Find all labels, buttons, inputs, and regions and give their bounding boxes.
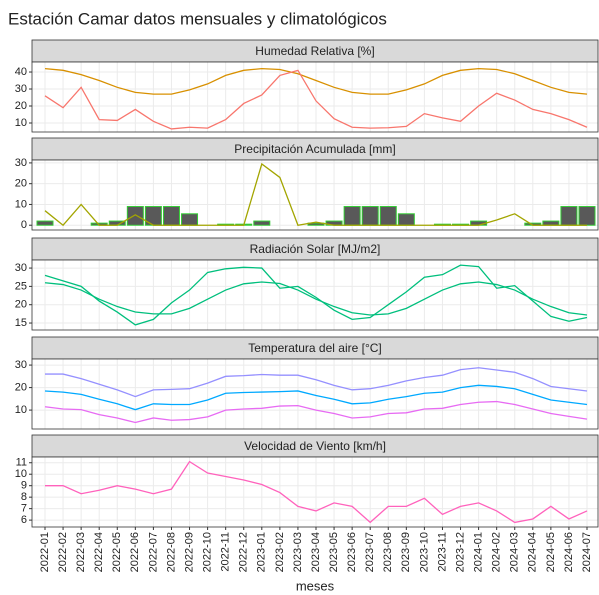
bar xyxy=(361,206,379,226)
line xyxy=(45,367,588,398)
strip-title: Temperatura del aire [°C] xyxy=(248,341,382,355)
bar xyxy=(379,206,397,226)
x-tick-label: 2022-12 xyxy=(238,532,250,572)
x-tick-label: 2024-01 xyxy=(473,532,485,572)
x-tick-label: 2022-10 xyxy=(202,532,214,572)
x-tick-label: 2024-04 xyxy=(527,532,539,572)
y-tick-label: 9 xyxy=(21,480,27,492)
panel-border xyxy=(31,159,599,231)
x-tick-label: 2023-02 xyxy=(274,532,286,572)
x-tick-label: 2022-07 xyxy=(147,532,159,572)
bar xyxy=(343,206,361,226)
y-tick-label: 10 xyxy=(15,198,27,210)
line xyxy=(44,281,588,316)
y-tick-label: 7 xyxy=(21,503,27,515)
x-tick-label: 2023-08 xyxy=(382,532,394,572)
bar xyxy=(307,222,325,226)
y-tick-label: 30 xyxy=(15,359,27,371)
line xyxy=(44,400,588,424)
x-axis-label: meses xyxy=(296,578,335,593)
bar xyxy=(578,206,596,226)
x-tick-label: 2023-04 xyxy=(310,532,322,572)
x-tick-label: 2022-02 xyxy=(57,532,69,572)
line xyxy=(44,69,588,130)
x-tick-label: 2023-07 xyxy=(364,532,376,572)
line xyxy=(45,460,588,524)
panel-border xyxy=(31,358,599,430)
x-tick-label: 2023-11 xyxy=(436,532,448,572)
strip-title: Precipitación Acumulada [mm] xyxy=(234,142,395,156)
x-tick-label: 2024-02 xyxy=(491,532,503,572)
x-tick-label: 2022-06 xyxy=(129,532,141,572)
plot-area xyxy=(32,160,598,230)
y-tick-label: 20 xyxy=(15,299,27,311)
x-tick-label: 2022-09 xyxy=(183,532,195,572)
x-tick-label: 2023-06 xyxy=(346,532,358,572)
x-tick-label: 2024-07 xyxy=(581,532,593,572)
y-tick-label: 8 xyxy=(21,491,27,503)
bar xyxy=(560,206,578,226)
x-tick-label: 2022-08 xyxy=(165,532,177,572)
strip-title: Velocidad de Viento [km/h] xyxy=(244,439,386,453)
panel-border xyxy=(31,456,599,528)
x-tick-label: 2023-05 xyxy=(328,532,340,572)
y-tick-label: 10 xyxy=(15,404,27,416)
y-tick-label: 25 xyxy=(15,280,27,292)
x-tick-label: 2023-01 xyxy=(256,532,268,572)
line xyxy=(44,384,588,411)
y-tick-label: 20 xyxy=(15,178,27,190)
x-tick-label: 2022-05 xyxy=(111,532,123,572)
x-tick-label: 2022-03 xyxy=(75,532,87,572)
x-tick-label: 2023-12 xyxy=(454,532,466,572)
chart-title: Estación Camar datos mensuales y climato… xyxy=(8,9,387,28)
bar xyxy=(181,213,199,226)
y-tick-label: 10 xyxy=(15,468,27,480)
y-tick-label: 30 xyxy=(15,83,27,95)
panel-border xyxy=(31,61,599,133)
y-tick-label: 15 xyxy=(15,317,27,329)
x-tick-label: 2024-05 xyxy=(545,532,557,572)
line xyxy=(44,162,587,227)
y-tick-label: 40 xyxy=(15,66,27,78)
panel-border xyxy=(31,259,599,331)
line xyxy=(44,67,588,95)
strip-title: Radiación Solar [MJ/m2] xyxy=(250,242,381,256)
bar xyxy=(36,220,54,226)
y-tick-label: 11 xyxy=(16,457,27,469)
bar xyxy=(253,220,271,226)
x-tick-label: 2022-01 xyxy=(39,532,51,572)
y-tick-label: 30 xyxy=(15,262,27,274)
plot-area xyxy=(32,62,598,132)
bar xyxy=(397,213,415,226)
bar xyxy=(162,206,180,226)
bar xyxy=(126,206,144,226)
y-tick-label: 0 xyxy=(21,219,27,231)
x-tick-label: 2022-04 xyxy=(93,532,105,572)
line xyxy=(44,264,588,326)
y-tick-label: 30 xyxy=(15,157,27,169)
x-tick-label: 2023-03 xyxy=(292,532,304,572)
y-tick-label: 20 xyxy=(15,100,27,112)
y-tick-label: 10 xyxy=(15,117,27,129)
x-tick-label: 2022-11 xyxy=(220,532,232,572)
x-tick-label: 2023-09 xyxy=(400,532,412,572)
y-tick-label: 20 xyxy=(15,381,27,393)
x-tick-label: 2024-06 xyxy=(563,532,575,572)
y-tick-label: 6 xyxy=(21,514,27,526)
x-tick-label: 2023-10 xyxy=(418,532,430,572)
x-tick-label: 2024-03 xyxy=(509,532,521,572)
strip-title: Humedad Relativa [%] xyxy=(255,44,374,58)
